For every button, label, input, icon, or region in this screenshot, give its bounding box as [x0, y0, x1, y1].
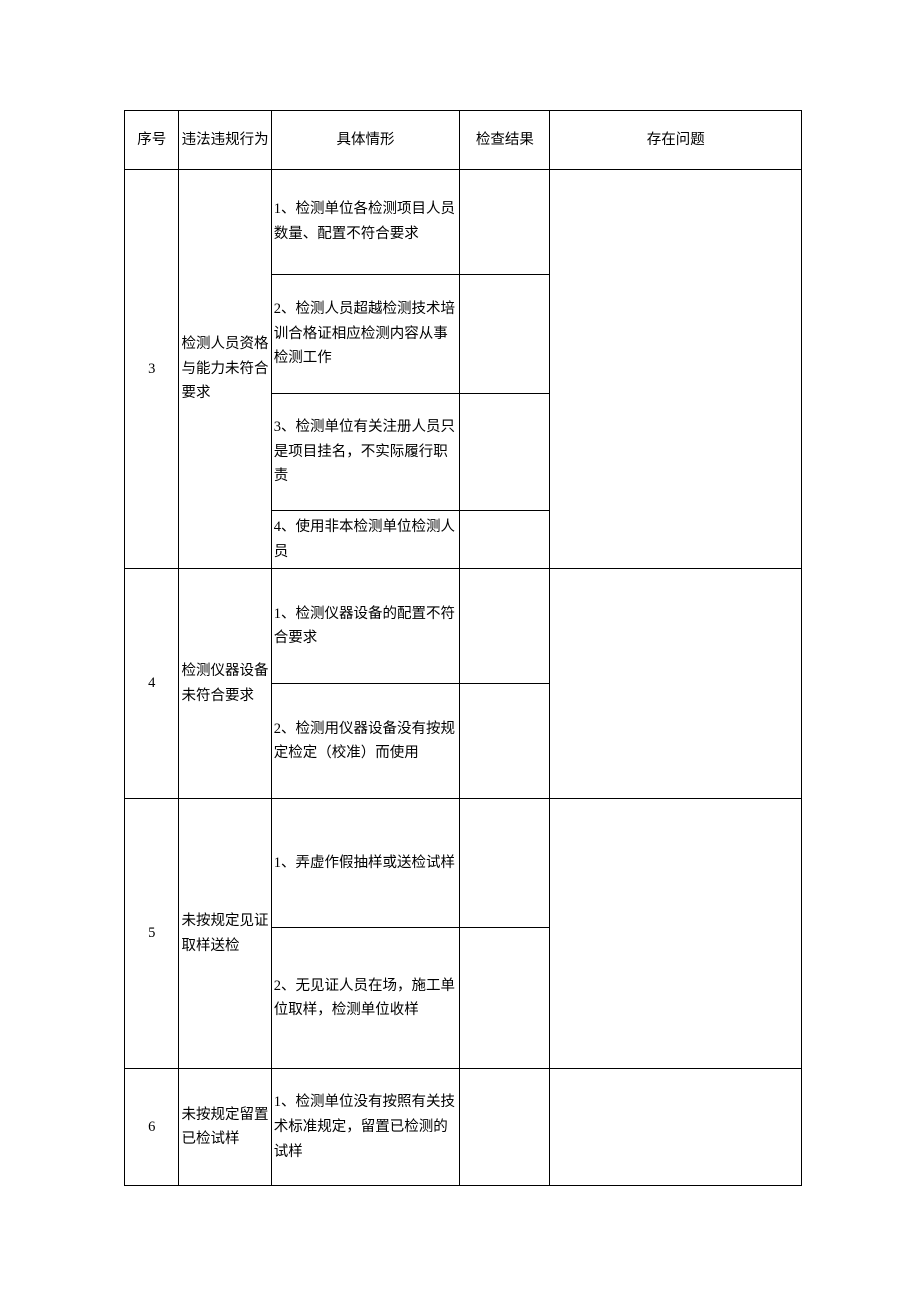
header-detail: 具体情形 [271, 111, 460, 170]
cell-result [460, 684, 550, 799]
cell-detail: 2、检测用仪器设备没有按规定检定（校准）而使用 [271, 684, 460, 799]
cell-detail: 3、检测单位有关注册人员只是项目挂名，不实际履行职责 [271, 394, 460, 511]
cell-result [460, 511, 550, 569]
cell-issue [550, 799, 802, 1069]
table-row: 6 未按规定留置已检试样 1、检测单位没有按照有关技术标准规定，留置已检测的试样 [125, 1069, 802, 1186]
cell-behavior: 检测人员资格与能力未符合要求 [179, 170, 271, 569]
inspection-table: 序号 违法违规行为 具体情形 检查结果 存在问题 3 检测人员资格与能力未符合要… [124, 110, 802, 1186]
cell-result [460, 170, 550, 275]
table-header-row: 序号 违法违规行为 具体情形 检查结果 存在问题 [125, 111, 802, 170]
table-row: 4 检测仪器设备未符合要求 1、检测仪器设备的配置不符合要求 [125, 569, 802, 684]
cell-issue [550, 170, 802, 569]
cell-detail: 4、使用非本检测单位检测人员 [271, 511, 460, 569]
cell-detail: 1、弄虚作假抽样或送检试样 [271, 799, 460, 928]
document-page: 序号 违法违规行为 具体情形 检查结果 存在问题 3 检测人员资格与能力未符合要… [0, 0, 920, 1266]
cell-result [460, 275, 550, 394]
cell-seq: 3 [125, 170, 179, 569]
cell-seq: 6 [125, 1069, 179, 1186]
cell-result [460, 569, 550, 684]
cell-detail: 1、检测单位各检测项目人员数量、配置不符合要求 [271, 170, 460, 275]
table-row: 3 检测人员资格与能力未符合要求 1、检测单位各检测项目人员数量、配置不符合要求 [125, 170, 802, 275]
cell-behavior: 未按规定见证取样送检 [179, 799, 271, 1069]
header-behavior: 违法违规行为 [179, 111, 271, 170]
cell-result [460, 928, 550, 1069]
cell-behavior: 未按规定留置已检试样 [179, 1069, 271, 1186]
cell-result [460, 799, 550, 928]
header-seq: 序号 [125, 111, 179, 170]
cell-seq: 4 [125, 569, 179, 799]
cell-issue [550, 1069, 802, 1186]
cell-detail: 2、检测人员超越检测技术培训合格证相应检测内容从事检测工作 [271, 275, 460, 394]
cell-detail: 1、检测仪器设备的配置不符合要求 [271, 569, 460, 684]
header-result: 检查结果 [460, 111, 550, 170]
cell-detail: 2、无见证人员在场，施工单位取样，检测单位收样 [271, 928, 460, 1069]
table-row: 5 未按规定见证取样送检 1、弄虚作假抽样或送检试样 [125, 799, 802, 928]
cell-result [460, 1069, 550, 1186]
cell-detail: 1、检测单位没有按照有关技术标准规定，留置已检测的试样 [271, 1069, 460, 1186]
cell-behavior: 检测仪器设备未符合要求 [179, 569, 271, 799]
cell-seq: 5 [125, 799, 179, 1069]
header-issue: 存在问题 [550, 111, 802, 170]
cell-result [460, 394, 550, 511]
cell-issue [550, 569, 802, 799]
